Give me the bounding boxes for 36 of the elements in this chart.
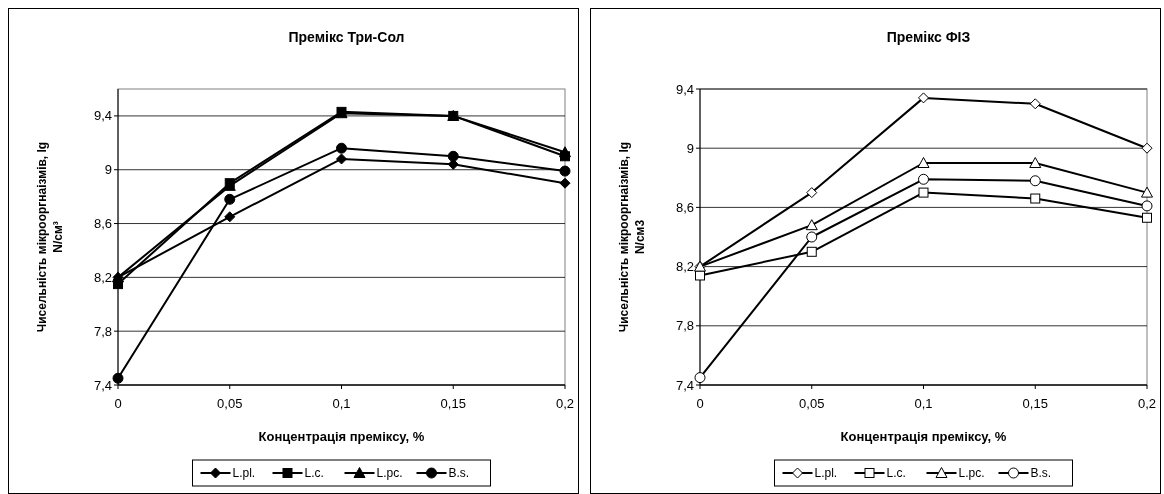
x-tick-label: 0,2 — [555, 396, 575, 411]
y-tick-label: 8,2 — [93, 269, 112, 285]
y-tick-label: 7,8 — [93, 323, 112, 339]
x-tick-label: 0,1 — [914, 396, 933, 411]
y-tick-label: 7,4 — [93, 377, 112, 393]
y-tick-label: 7,8 — [675, 318, 694, 334]
legend-label: L.pl. — [814, 466, 838, 481]
x-tick-label: 0,1 — [332, 396, 351, 411]
y-tick-label: 9 — [686, 140, 694, 156]
y-tick-label: 7,4 — [675, 377, 694, 393]
legend-label: L.pc. — [376, 466, 403, 481]
x-tick-label: 0 — [114, 396, 122, 411]
y-tick-label: 8,2 — [675, 259, 694, 275]
legend-label: L.pl. — [232, 466, 256, 481]
y-tick-label: 8,6 — [675, 199, 694, 215]
y-tick-label: 9 — [104, 162, 112, 178]
x-tick-label: 0,05 — [799, 396, 825, 411]
x-tick-label: 0,15 — [1022, 396, 1048, 411]
x-tick-label: 0,05 — [217, 396, 243, 411]
x-tick-label: 0,15 — [440, 396, 466, 411]
x-axis-title: Концентрація преміксу, % — [258, 429, 425, 444]
y-tick-label: 9,4 — [93, 108, 112, 124]
chart-title: Премікс Три-Сол — [288, 29, 405, 45]
y-tick-label: 8,6 — [93, 216, 112, 232]
y-tick-label: 9,4 — [675, 81, 694, 97]
legend-label: B.s. — [448, 466, 470, 481]
y-axis-title: Чисельність мікрооргнаізмів, lg N/см3 — [617, 141, 647, 333]
legend-label: L.c. — [304, 466, 324, 481]
y-axis-title: Чисельність мікрооргнаізмів, lg N/см³ — [35, 141, 65, 333]
legend-label: L.c. — [886, 466, 906, 481]
legend-label: L.pc. — [958, 466, 985, 481]
x-tick-label: 0 — [696, 396, 704, 411]
chart-title: Премікс ФІЗ — [886, 29, 971, 45]
legend-label: B.s. — [1030, 466, 1052, 481]
x-axis-title: Концентрація преміксу, % — [840, 429, 1007, 444]
x-tick-label: 0,2 — [1137, 396, 1157, 411]
